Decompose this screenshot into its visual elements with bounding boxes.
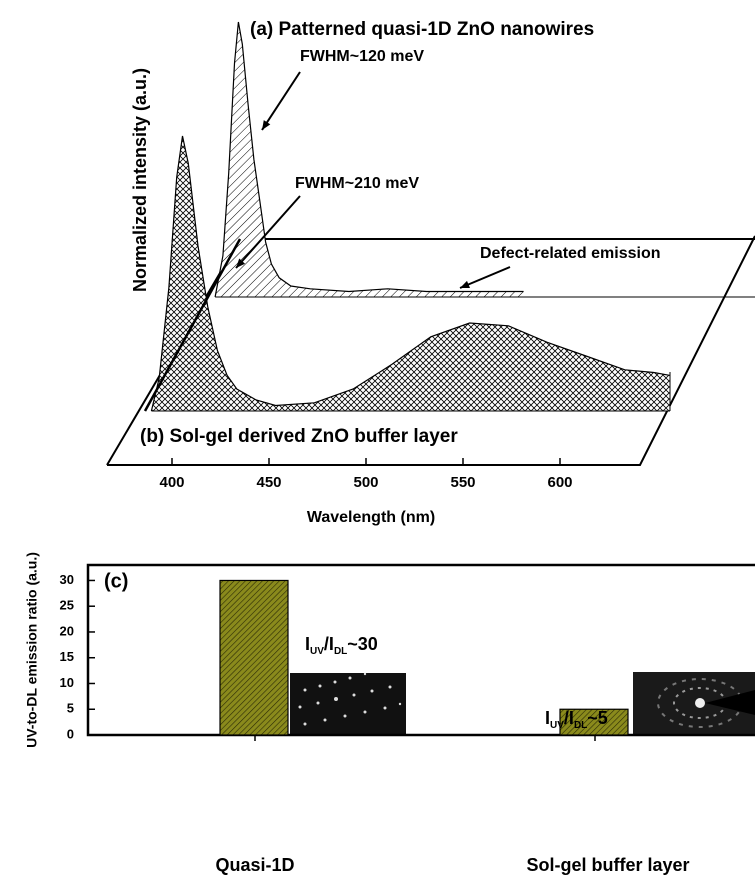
annotation: Defect-related emission <box>480 245 661 262</box>
inset-image <box>633 672 755 735</box>
spectrum-line <box>214 21 524 298</box>
y-axis-label: Normalized intensity (a.u.) <box>130 68 150 292</box>
annotation: FWHM~210 meV <box>295 175 419 192</box>
annotation-part: DL <box>334 646 347 657</box>
annotation-part: DL <box>574 720 587 731</box>
annotation-arrow <box>235 195 301 269</box>
x-tick-label: Quasi-1D <box>215 855 294 875</box>
x-tick-label: 500 <box>353 474 378 491</box>
series-label: (b) Sol-gel derived ZnO buffer layer <box>140 426 458 447</box>
arrow-head <box>460 280 470 289</box>
annotation-part: I <box>305 634 310 654</box>
x-tick-label: 600 <box>547 474 572 491</box>
x-tick-label: Sol-gel buffer layer <box>526 855 689 875</box>
y-tick-label: 25 <box>60 598 74 613</box>
spectrum-fill <box>151 136 670 411</box>
annotation-part: /I <box>324 634 334 654</box>
arrow-head <box>262 120 271 130</box>
annotation-part: I <box>545 708 550 728</box>
spectrum-fill <box>215 22 524 297</box>
y-tick-label: 15 <box>60 649 74 664</box>
annotation-part: UV <box>310 646 324 657</box>
annotation-part: ~30 <box>347 634 378 654</box>
annotation-part: UV <box>550 720 564 731</box>
spectrum-line <box>150 135 670 412</box>
x-tick-label: 400 <box>159 474 184 491</box>
annotation: IUV/IDL~30 <box>305 634 378 657</box>
y-tick-label: 30 <box>60 572 74 587</box>
bar <box>559 708 629 736</box>
annotation: IUV/IDL~5 <box>545 708 608 731</box>
x-axis-label: Wavelength (nm) <box>307 509 435 526</box>
series-label: (a) Patterned quasi-1D ZnO nanowires <box>250 19 594 40</box>
y-tick-label: 5 <box>67 701 74 716</box>
annotation-arrow <box>261 71 301 131</box>
arrow-head <box>236 258 246 268</box>
bar <box>219 579 289 736</box>
y-tick-label: 20 <box>60 623 74 638</box>
y-tick-label: 10 <box>60 675 74 690</box>
panel-label: (c) <box>104 570 128 592</box>
x-tick-label: 550 <box>450 474 475 491</box>
annotation: FWHM~120 meV <box>300 48 424 65</box>
front-edge <box>143 238 242 412</box>
annotation-part: ~5 <box>587 708 608 728</box>
inset-image <box>290 672 406 735</box>
y-axis-label: UV-to-DL emission ratio (a.u.) <box>24 552 40 748</box>
annotation-part: /I <box>564 708 574 728</box>
x-tick-label: 450 <box>256 474 281 491</box>
y-tick-label: 0 <box>67 726 74 741</box>
axis-frame <box>86 563 755 737</box>
